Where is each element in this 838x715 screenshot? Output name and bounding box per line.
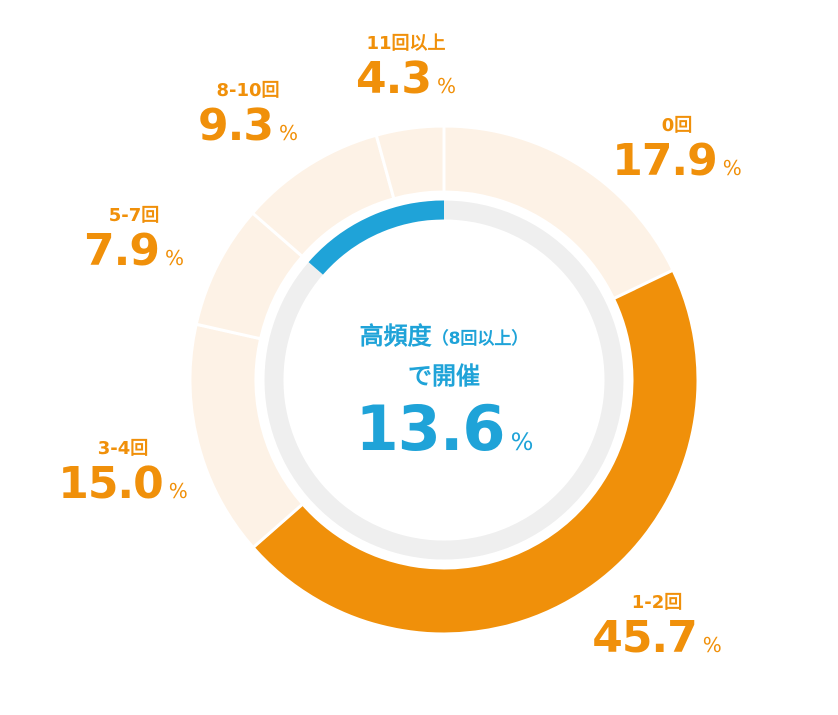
center-title-sub: （8回以上） [431,329,529,349]
center-subtitle: で開催 [408,362,480,390]
slice-label-3: 5-7回 7.9% [74,205,194,275]
center-value: 13.6% [0,396,838,475]
slice-label-0: 0回 17.9% [612,115,742,185]
slice-category-2: 3-4回 [97,438,149,459]
slice-label-2: 3-4回 15.0% [58,438,188,508]
slice-label-4: 8-10回 9.3% [188,80,308,150]
slice-value-5: 4.3 [356,53,432,104]
center-title: 高頻度（8回以上） [0,316,838,351]
donut-segments [188,124,700,636]
slice-value-2: 15.0 [58,458,164,509]
slice-category-1: 1-2回 [631,592,683,613]
slice-category-5: 11回以上 [366,33,446,54]
donut-segment-1 [250,268,700,636]
slice-category-0: 0回 [661,115,693,136]
slice-unit-2: % [168,479,188,503]
slice-category-3: 5-7回 [108,205,160,226]
slice-value-0: 17.9 [612,135,718,186]
slice-label-1: 1-2回 45.7% [592,592,722,662]
center-title-main: 高頻度 [359,322,432,350]
slice-label-5: 11回以上 4.3% [346,33,466,103]
center-value-unit: % [510,428,534,456]
slice-unit-1: % [702,633,722,657]
slice-unit-0: % [722,156,742,180]
slice-value-4: 9.3 [198,100,274,151]
slice-unit-5: % [436,74,456,98]
inner-ring-highlight-arc [308,200,445,275]
slice-category-4: 8-10回 [216,80,280,101]
slice-unit-4: % [278,121,298,145]
donut-segment-5 [374,124,446,201]
center-value-number: 13.6 [355,392,506,465]
slice-value-3: 7.9 [84,225,160,276]
slice-unit-3: % [164,246,184,270]
slice-value-1: 45.7 [592,612,698,663]
